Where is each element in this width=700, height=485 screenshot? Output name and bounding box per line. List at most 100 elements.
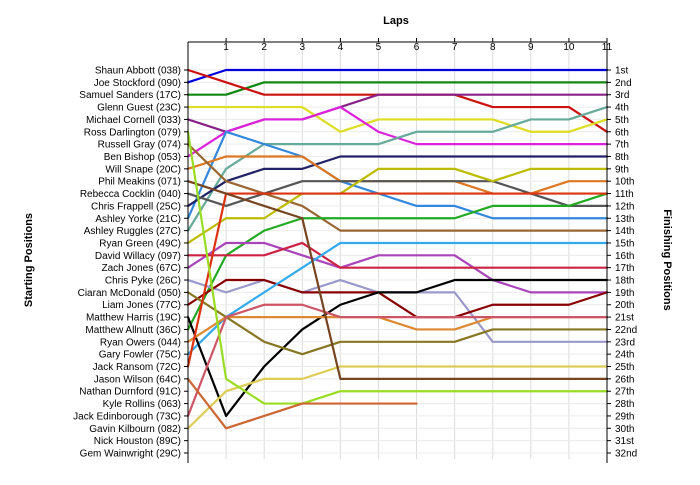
axes: 1 2 3 4 5 6 7 8 9 10 11 Shaun Abbott (038)Joe Stock…: [73, 38, 637, 463]
x-tick-label: 3: [299, 42, 305, 53]
x-tick-label: 5: [376, 42, 382, 53]
series-line-5: [186, 105, 609, 133]
finishing-position-label: 18th: [615, 276, 634, 287]
starting-position-label: Ciaran McDonald (050): [78, 288, 181, 299]
series-line-23: [186, 303, 609, 418]
finishing-position-label: 16th: [615, 251, 634, 262]
series-line-10: [186, 155, 609, 195]
series-line-22: [186, 291, 609, 356]
starting-position-label: Ryan Owers (044): [100, 337, 181, 348]
finishing-position-label: 8th: [615, 152, 629, 163]
starting-position-label: Will Snape (20C): [105, 164, 181, 175]
series-line-26: [186, 180, 609, 380]
series-line-27: [186, 130, 609, 405]
series-line-19: [186, 241, 609, 356]
starting-position-label: Jason Wilson (64C): [94, 374, 181, 385]
finishing-position-label: 13th: [615, 214, 634, 225]
finishing-position-label: 32nd: [615, 449, 637, 460]
x-tick-label: 8: [490, 42, 496, 53]
starting-position-label: Gavin Kilbourn (082): [89, 424, 181, 435]
starting-position-label: Matthew Allnutt (36C): [85, 325, 181, 336]
starting-position-label: Nick Houston (89C): [94, 436, 181, 447]
series-line-11: [186, 143, 609, 232]
series-line-12: [186, 180, 609, 208]
starting-position-label: Matthew Harris (19C): [86, 313, 181, 324]
x-tick-label: 6: [414, 42, 420, 53]
x-tick-label: 1: [223, 42, 229, 53]
starting-position-label: Gary Fowler (75C): [99, 350, 181, 361]
finishing-position-label: 21st: [615, 313, 634, 324]
starting-position-label: Chris Frappell (25C): [91, 201, 181, 212]
finishing-position-label: 2nd: [615, 78, 632, 89]
finishing-position-label: 29th: [615, 411, 634, 422]
finishing-position-label: 7th: [615, 140, 629, 151]
starting-position-label: Shaun Abbott (038): [95, 66, 181, 77]
x-tick-label: 9: [528, 42, 534, 53]
x-tick-label: 7: [452, 42, 458, 53]
series-line-15: [186, 241, 609, 294]
starting-position-label: Phil Meakins (071): [98, 177, 181, 188]
finishing-position-label: 1st: [615, 66, 629, 77]
starting-position-label: Glenn Guest (23C): [97, 103, 181, 114]
finishing-position-label: 17th: [615, 263, 634, 274]
starting-position-label: David Willacy (097): [95, 251, 181, 262]
x-tick-label: 2: [261, 42, 267, 53]
series-line-25: [186, 192, 609, 368]
grid: [188, 42, 608, 459]
starting-position-label: Gem Wainwright (29C): [80, 449, 181, 460]
finishing-position-label: 14th: [615, 226, 634, 237]
finishing-position-label: 15th: [615, 238, 634, 249]
starting-position-label: Joe Stockford (090): [94, 78, 181, 89]
starting-position-label: Zach Jones (67C): [102, 263, 181, 274]
finishing-position-label: 23rd: [615, 337, 635, 348]
starting-position-label: Samuel Sanders (17C): [79, 90, 181, 101]
finishing-position-label: 10th: [615, 177, 634, 188]
finishing-position-label: 11th: [615, 189, 634, 200]
finishing-position-label: 3rd: [615, 90, 629, 101]
series-line-8: [186, 130, 609, 220]
series-line-9: [186, 155, 609, 208]
series-line-4: [186, 93, 609, 133]
starting-position-label: Ashley Ruggles (27C): [84, 226, 181, 237]
finishing-position-label: 30th: [615, 424, 634, 435]
finishing-position-label: 27th: [615, 387, 634, 398]
starting-position-label: Kyle Rollins (063): [103, 399, 181, 410]
finishing-position-label: 20th: [615, 300, 634, 311]
starting-position-label: Jack Edinborough (73C): [73, 411, 181, 422]
starting-position-label: Nathan Durnford (91C): [79, 387, 181, 398]
finishing-position-label: 25th: [615, 362, 634, 373]
starting-position-label: Chris Pyke (26C): [105, 276, 181, 287]
right-axis-title: Finishing Positions: [661, 209, 673, 310]
series-line-28: [186, 377, 418, 430]
series-line-14: [186, 192, 609, 331]
series-line-18: [186, 278, 609, 319]
starting-position-label: Ben Bishop (053): [104, 152, 181, 163]
starting-position-label: Liam Jones (77C): [102, 300, 181, 311]
x-axis-title: Laps: [383, 15, 409, 27]
finishing-position-label: 12th: [615, 201, 634, 212]
finishing-position-label: 4th: [615, 103, 629, 114]
x-tick-label: 10: [563, 42, 575, 53]
starting-position-label: Michael Cornell (033): [86, 115, 181, 126]
finishing-position-label: 22nd: [615, 325, 637, 336]
starting-position-label: Ryan Green (49C): [99, 238, 181, 249]
series-line-20: [186, 278, 609, 418]
starting-position-label: Jack Ransom (72C): [93, 362, 181, 373]
series-line-16: [186, 241, 609, 269]
finishing-position-label: 5th: [615, 115, 629, 126]
series-line-2: [186, 81, 609, 96]
left-axis-title: Starting Positions: [23, 213, 35, 307]
series-line-3: [186, 68, 609, 133]
starting-position-label: Ross Darlington (079): [84, 127, 181, 138]
finishing-position-label: 24th: [615, 350, 634, 361]
x-tick-label: 11: [602, 42, 613, 53]
finishing-position-label: 9th: [615, 164, 629, 175]
x-tick-label: 4: [338, 42, 344, 53]
finishing-position-label: 6th: [615, 127, 629, 138]
series-lines: [186, 68, 609, 430]
starting-position-label: Russell Gray (074): [98, 140, 181, 151]
finishing-position-label: 31st: [615, 436, 634, 447]
starting-position-label: Ashley Yorke (21C): [95, 214, 181, 225]
